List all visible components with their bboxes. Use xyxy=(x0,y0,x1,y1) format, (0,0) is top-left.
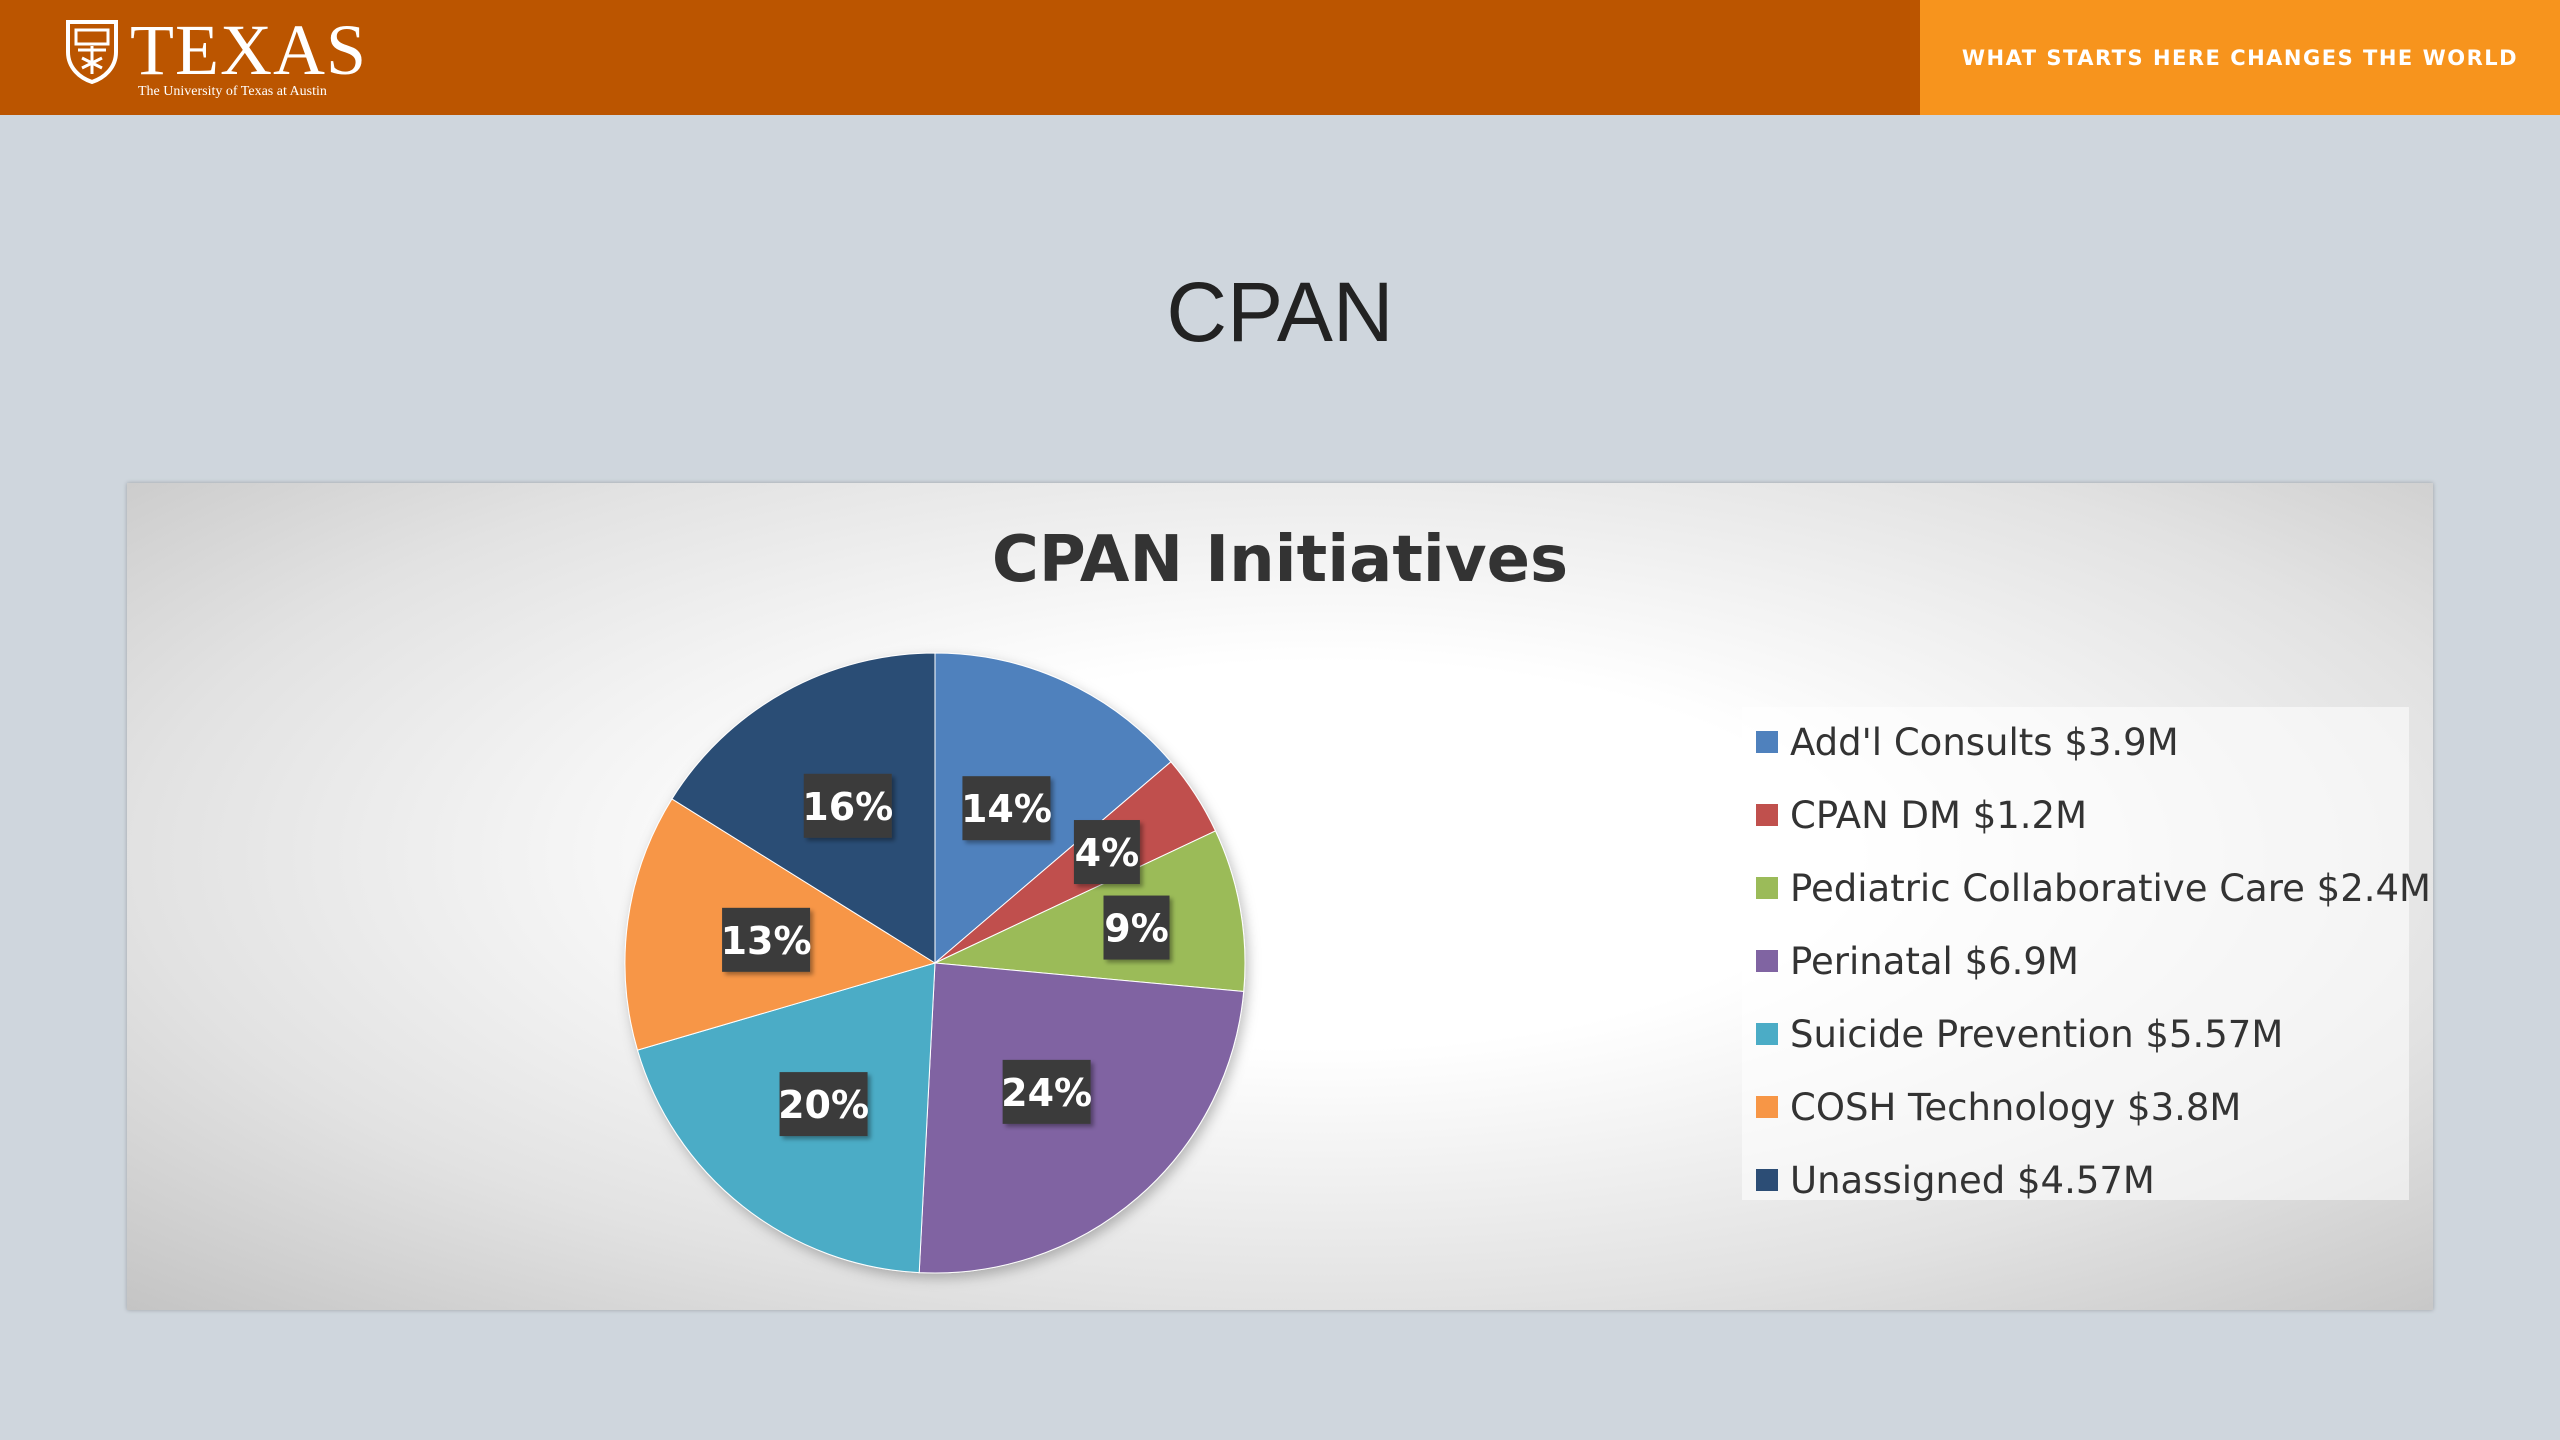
legend-item: CPAN DM $1.2M xyxy=(1756,790,2087,840)
legend-swatch xyxy=(1756,950,1778,972)
header-bar: TEXAS The University of Texas at Austin … xyxy=(0,0,2560,115)
logo-wordmark: TEXAS xyxy=(130,10,367,90)
tagline-text: WHAT STARTS HERE CHANGES THE WORLD xyxy=(1961,45,2519,70)
legend-swatch xyxy=(1756,1096,1778,1118)
ut-seal-icon xyxy=(66,20,118,84)
pie-labels: 14% 4% 9% 24% 20% 13% 16% xyxy=(721,773,1170,1137)
pie-data-label: 24% xyxy=(1001,1059,1092,1124)
legend-label: Suicide Prevention $5.57M xyxy=(1790,1012,2284,1056)
legend-swatch xyxy=(1756,1023,1778,1045)
legend-swatch xyxy=(1756,804,1778,826)
pie-percent-label: 20% xyxy=(778,1083,869,1127)
legend-swatch xyxy=(1756,1169,1778,1191)
pie-data-label: 14% xyxy=(961,776,1052,841)
legend-item: Suicide Prevention $5.57M xyxy=(1756,1009,2283,1059)
legend-item: COSH Technology $3.8M xyxy=(1756,1082,2241,1132)
legend-label: Pediatric Collaborative Care $2.4M xyxy=(1790,866,2431,910)
pie-percent-label: 13% xyxy=(721,919,812,963)
legend-item: Perinatal $6.9M xyxy=(1756,936,2079,986)
slide-title: CPAN xyxy=(1166,265,1394,359)
logo-subtitle: The University of Texas at Austin xyxy=(138,84,327,99)
pie-chart: 14% 4% 9% 24% 20% 13% 16% xyxy=(624,652,1246,1274)
chart-title: CPAN Initiatives xyxy=(991,523,1569,597)
legend-label: Perinatal $6.9M xyxy=(1790,939,2079,983)
legend-label: Add'l Consults $3.9M xyxy=(1790,720,2179,764)
chart-legend: Add'l Consults $3.9M CPAN DM $1.2M Pediatr… xyxy=(1742,707,2431,1202)
pie-percent-label: 24% xyxy=(1001,1071,1092,1115)
pie-data-label: 13% xyxy=(721,907,812,972)
legend-label: Unassigned $4.57M xyxy=(1790,1158,2155,1202)
tagline-panel: WHAT STARTS HERE CHANGES THE WORLD xyxy=(1920,0,2560,115)
chart-panel: CPAN Initiatives 14% 4% 9% 24% 20% 13% 16% Add… xyxy=(127,483,2433,1310)
legend-item: Pediatric Collaborative Care $2.4M xyxy=(1756,863,2431,913)
pie-data-label: 4% xyxy=(1073,820,1140,885)
pie-percent-label: 14% xyxy=(961,787,1052,831)
pie-slice xyxy=(934,652,1172,965)
pie-percent-label: 9% xyxy=(1104,907,1169,951)
pie-percent-label: 16% xyxy=(802,785,893,829)
legend-label: COSH Technology $3.8M xyxy=(1790,1085,2242,1129)
pie-data-label: 9% xyxy=(1103,895,1170,960)
legend-swatch xyxy=(1756,731,1778,753)
pie-slice xyxy=(671,652,936,964)
legend-swatch xyxy=(1756,877,1778,899)
pie-data-label: 20% xyxy=(778,1072,869,1137)
pie-percent-label: 4% xyxy=(1075,831,1140,875)
legend-item: Unassigned $4.57M xyxy=(1756,1155,2155,1205)
legend-label: CPAN DM $1.2M xyxy=(1790,793,2088,837)
legend-item: Add'l Consults $3.9M xyxy=(1756,717,2179,767)
pie-data-label: 16% xyxy=(802,773,893,838)
pie-slices xyxy=(624,652,1246,1274)
